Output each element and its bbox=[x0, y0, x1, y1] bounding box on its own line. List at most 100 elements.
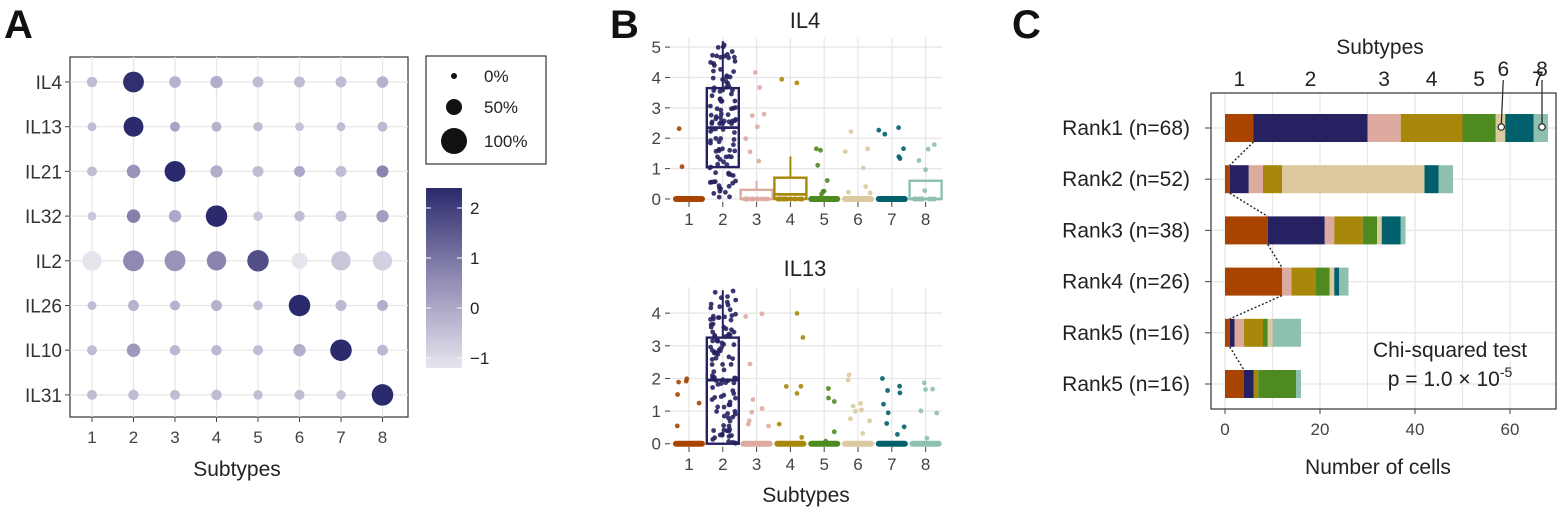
dot-IL13-8 bbox=[377, 121, 388, 132]
panel-c-xlabel: Number of cells bbox=[1305, 456, 1451, 479]
panel-a-xtick-label: 8 bbox=[378, 428, 387, 447]
panel-b-point bbox=[896, 125, 901, 131]
panel-b-point bbox=[725, 294, 730, 299]
panel-b-point bbox=[924, 435, 930, 441]
panel-b-point bbox=[718, 136, 723, 141]
panel-b-point bbox=[754, 124, 760, 130]
panel-b-xtick-label: 2 bbox=[718, 210, 727, 229]
panel-b-point bbox=[865, 146, 870, 152]
panel-b-point bbox=[848, 129, 854, 135]
stack-5-subtype-6 bbox=[1267, 318, 1273, 347]
panel-b-point bbox=[923, 167, 928, 173]
panel-b-point bbox=[710, 75, 716, 81]
panel-c-pointer-dot bbox=[1497, 123, 1506, 131]
panel-b-point bbox=[895, 432, 900, 437]
dot-IL21-3 bbox=[164, 160, 186, 182]
panel-b-point bbox=[717, 188, 723, 194]
dot-IL4-2 bbox=[123, 71, 144, 93]
panel-b-point bbox=[713, 170, 718, 176]
stack-5-subtype-1 bbox=[1225, 318, 1230, 347]
panel-letter-c: C bbox=[1012, 3, 1041, 47]
panel-b-point bbox=[749, 113, 755, 118]
panel-b-point bbox=[848, 416, 853, 422]
panel-c-row-label: Rank4 (n=26) bbox=[1062, 271, 1190, 294]
dot-IL4-8 bbox=[376, 76, 389, 88]
panel-b-point bbox=[684, 376, 690, 382]
panel-b-point bbox=[708, 60, 713, 65]
panel-b-point bbox=[730, 388, 736, 393]
panel-b-bottom-bg bbox=[670, 287, 942, 447]
panel-b-point bbox=[721, 118, 727, 124]
panel-b-point bbox=[718, 394, 724, 399]
panel-b-point bbox=[726, 55, 731, 61]
panel-b-point bbox=[931, 142, 937, 148]
panel-b-point bbox=[725, 302, 731, 308]
panel-b-point bbox=[721, 159, 726, 165]
panel-c-link-line bbox=[1229, 294, 1283, 320]
panel-b-point bbox=[922, 188, 928, 194]
dot-IL4-7 bbox=[335, 76, 347, 88]
p-value-prefix: p = 1.0 × 10 bbox=[1388, 368, 1500, 391]
panel-b-point bbox=[708, 103, 713, 109]
panel-b-point bbox=[708, 138, 713, 144]
panel-b-xtick-label: 8 bbox=[921, 210, 930, 229]
dot-IL4-5 bbox=[252, 76, 264, 88]
panel-b-point bbox=[724, 162, 730, 168]
panel-b-point bbox=[826, 386, 831, 391]
panel-b-point bbox=[709, 121, 715, 126]
panel-b-point bbox=[712, 179, 718, 185]
panel-b-point bbox=[815, 162, 821, 168]
panel-b-point bbox=[674, 423, 680, 429]
panel-b-point bbox=[921, 380, 927, 386]
panel-b-xtick-label: 1 bbox=[684, 455, 693, 474]
dot-IL26-3 bbox=[170, 300, 180, 311]
dot-IL21-5 bbox=[252, 165, 264, 177]
panel-b-point bbox=[724, 79, 729, 85]
panel-c-top-label: 4 bbox=[1426, 68, 1438, 91]
dot-IL31-1 bbox=[87, 389, 97, 400]
panel-b-point bbox=[867, 190, 873, 196]
panel-b-point bbox=[759, 311, 765, 317]
panel-a-gene-label: IL26 bbox=[25, 297, 62, 318]
panel-a-gene-label: IL4 bbox=[36, 73, 63, 94]
panel-b-xtick-label: 7 bbox=[887, 210, 896, 229]
panel-b-point bbox=[717, 97, 723, 102]
panel-b-point bbox=[733, 311, 738, 317]
panel-b-point bbox=[930, 386, 935, 392]
panel-b-point bbox=[715, 45, 721, 50]
panel-b-point bbox=[708, 301, 714, 307]
panel-b-point bbox=[750, 397, 756, 402]
stack-3-subtype-5 bbox=[1362, 216, 1377, 245]
panel-b-title-bottom: IL13 bbox=[784, 256, 827, 281]
panel-b-point bbox=[711, 68, 716, 74]
panel-b-point bbox=[713, 136, 719, 141]
panel-b-point bbox=[727, 402, 733, 408]
panel-letter-a: A bbox=[4, 3, 33, 47]
dot-IL2-8 bbox=[372, 251, 393, 271]
panel-b-xtick-label: 6 bbox=[853, 210, 862, 229]
dot-IL2-4 bbox=[206, 251, 227, 271]
panel-b-point bbox=[726, 434, 732, 439]
panel-b-point bbox=[885, 410, 891, 416]
size-legend-label-50: 50% bbox=[484, 98, 518, 117]
dot-IL32-8 bbox=[376, 209, 389, 223]
panel-b-point bbox=[696, 400, 702, 406]
dot-IL21-4 bbox=[210, 165, 223, 178]
dot-IL10-8 bbox=[377, 344, 388, 356]
dot-IL13-1 bbox=[87, 122, 97, 132]
panel-a-gene-label: IL2 bbox=[36, 252, 62, 273]
panel-b-point bbox=[831, 399, 837, 404]
stack-2-subtype-4 bbox=[1263, 165, 1282, 194]
p-value-label: p = 1.0 × 10-5 bbox=[1388, 364, 1513, 391]
panel-b-point bbox=[710, 437, 716, 442]
dot-IL26-5 bbox=[253, 300, 263, 311]
panel-b-box-flat bbox=[740, 440, 773, 447]
panel-b-point bbox=[860, 165, 866, 171]
panel-b-point bbox=[679, 164, 685, 170]
dot-IL21-1 bbox=[87, 166, 97, 177]
stack-1-subtype-1 bbox=[1225, 114, 1254, 142]
panel-c-link-line bbox=[1229, 346, 1245, 371]
panel-b-point bbox=[916, 158, 922, 163]
panel-b-point bbox=[759, 406, 765, 411]
panel-b-point bbox=[730, 288, 736, 294]
